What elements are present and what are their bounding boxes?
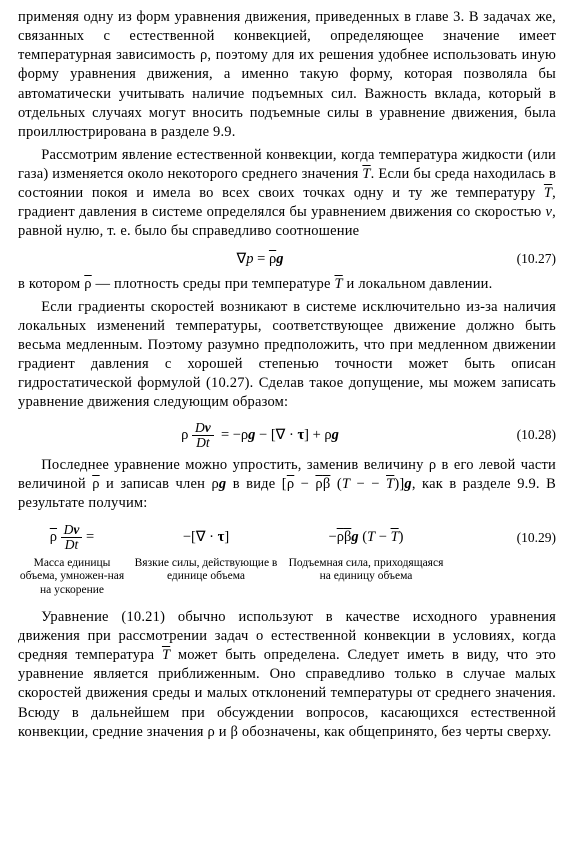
p5-text-c: в виде [: [226, 476, 286, 492]
symbol-Tbar-5: T: [162, 647, 170, 663]
symbol-Tbar-2: T: [544, 185, 552, 201]
symbol-rhobar-4: ρ: [315, 476, 322, 492]
p5-text-f: )]: [394, 476, 404, 492]
eq29-term-mass: ρ DvDt =: [18, 523, 126, 552]
symbol-g-2: g: [404, 476, 411, 492]
paragraph-4: Если градиенты скоростей возникают в сис…: [18, 298, 556, 413]
p3-text-b: — плотность среды при температуре: [92, 276, 335, 292]
eq27-body: ∇p = ρg: [18, 250, 502, 269]
equation-10-29: ρ DvDt = −[∇ · τ] −ρβg (T − T) (10.29): [18, 523, 556, 552]
equation-10-28: ρ DvDt = −ρg − [∇ · τ] + ρg (10.28): [18, 421, 556, 450]
equation-10-27: ∇p = ρg (10.27): [18, 250, 556, 269]
eq29-label-buoyancy: Подъемная сила, приходящаяся на единицу …: [286, 557, 446, 598]
paragraph-5: Последнее уравнение можно упростить, зам…: [18, 456, 556, 513]
symbol-T-1: T: [342, 476, 350, 492]
symbol-Tbar-1: T: [362, 166, 370, 182]
paragraph-2: Рассмотрим явление естественной конвекци…: [18, 146, 556, 242]
eq29-term-buoyancy: −ρβg (T − T): [286, 528, 446, 547]
p5-text-b: и записав член ρ: [100, 476, 219, 492]
paragraph-6: Уравнение (10.21) обычно используют в ка…: [18, 608, 556, 742]
paragraph-1: применяя одну из форм уравнения движения…: [18, 8, 556, 142]
page: применяя одну из форм уравнения движения…: [0, 0, 574, 758]
eq29-label-viscous: Вязкие силы, действующие в единице объем…: [126, 557, 286, 598]
symbol-rhobar-1: ρ: [84, 276, 91, 292]
symbol-rhobar-2: ρ: [92, 476, 99, 492]
p5-text-d: (: [330, 476, 341, 492]
eq29-labels: Масса единицы объема, умножен-ная на уск…: [18, 557, 556, 598]
symbol-rhobar-3: ρ: [287, 476, 294, 492]
eq27-number: (10.27): [502, 250, 556, 268]
eq29-label-mass: Масса единицы объема, умножен-ная на уск…: [18, 557, 126, 598]
eq29-term-viscous: −[∇ · τ]: [126, 528, 286, 547]
eq29-number: (10.29): [446, 529, 556, 547]
p3-text-a: в котором: [18, 276, 84, 292]
symbol-Tbar-3: T: [334, 276, 342, 292]
eq28-number: (10.28): [502, 426, 556, 444]
p5-text-e: −: [350, 476, 371, 492]
paragraph-3: в котором ρ — плотность среды при темпер…: [18, 275, 556, 294]
eq28-body: ρ DvDt = −ρg − [∇ · τ] + ρg: [18, 421, 502, 450]
p3-text-c: и локальном давлении.: [343, 276, 493, 292]
